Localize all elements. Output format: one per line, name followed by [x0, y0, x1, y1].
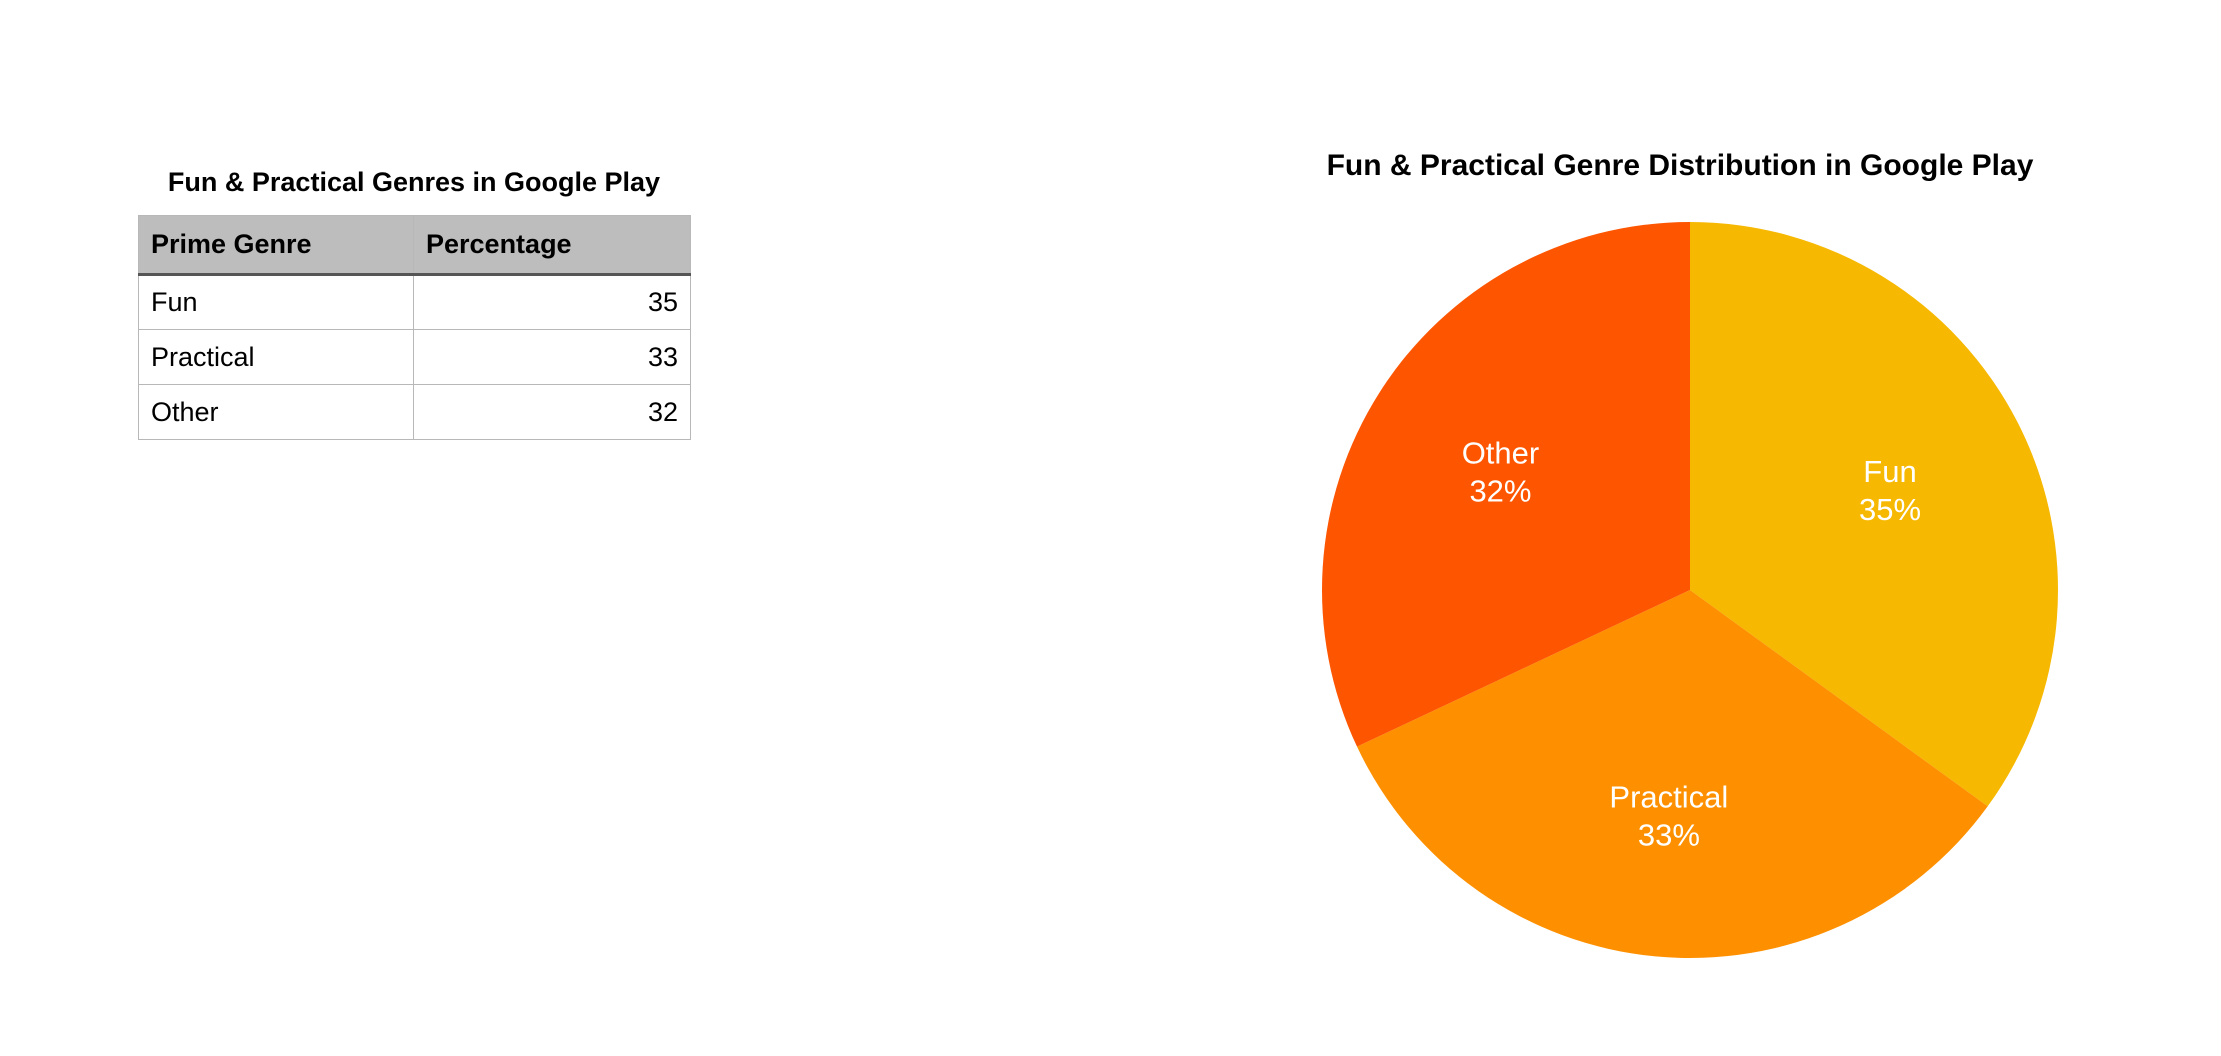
table-title: Fun & Practical Genres in Google Play — [167, 167, 661, 197]
slice-percent-label: 32% — [1469, 474, 1531, 509]
chart-title: Fun & Practical Genre Distribution in Go… — [1326, 149, 2034, 182]
cell-percentage: 35 — [413, 274, 691, 330]
cell-percentage: 33 — [413, 329, 691, 385]
slice-percent-label: 35% — [1859, 492, 1921, 527]
slice-label: Practical — [1609, 779, 1728, 814]
cell-percentage: 32 — [413, 384, 691, 440]
cell-genre: Other — [138, 384, 414, 440]
table-row: Fun 35 — [138, 274, 691, 330]
pie-slice-practical — [1357, 590, 1988, 959]
genre-table: Prime Genre Percentage Fun 35 Practical … — [138, 215, 691, 440]
pie-slice-other — [1322, 222, 1690, 747]
table-header-row: Prime Genre Percentage — [138, 215, 691, 276]
slice-label: Fun — [1863, 454, 1916, 489]
pie-slice-fun — [1690, 222, 2058, 807]
slice-label: Other — [1462, 436, 1540, 471]
genre-table-block: Fun & Practical Genres in Google Play Pr… — [138, 165, 691, 440]
table-row: Practical 33 — [138, 329, 691, 385]
header-percentage: Percentage — [413, 215, 691, 276]
slice-percent-label: 33% — [1638, 817, 1700, 852]
header-prime-genre: Prime Genre — [138, 215, 414, 276]
table-row: Other 32 — [138, 384, 691, 440]
cell-genre: Practical — [138, 329, 414, 385]
cell-genre: Fun — [138, 274, 414, 330]
